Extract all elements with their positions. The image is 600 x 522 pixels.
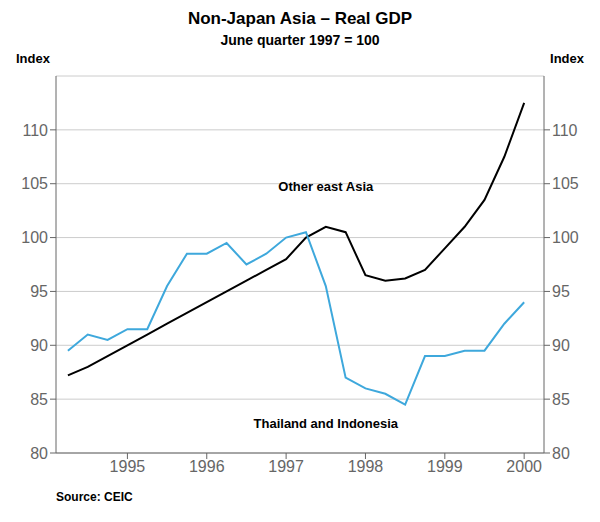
svg-text:80: 80	[552, 445, 570, 462]
svg-text:95: 95	[552, 283, 570, 300]
svg-text:95: 95	[30, 283, 48, 300]
svg-text:110: 110	[552, 122, 578, 139]
svg-text:100: 100	[552, 229, 579, 246]
svg-text:110: 110	[22, 122, 48, 139]
svg-text:100: 100	[21, 229, 48, 246]
svg-text:Thailand and Indonesia: Thailand and Indonesia	[254, 416, 399, 431]
html-text:June quarter 1997 = 100: June quarter 1997 = 100	[220, 32, 380, 48]
svg-text:105: 105	[21, 175, 48, 192]
html-text:Source: CEIC: Source: CEIC	[56, 490, 133, 504]
html-text:Non-Japan Asia – Real GDP: Non-Japan Asia – Real GDP	[187, 9, 413, 28]
html-text:Index: Index	[16, 51, 50, 66]
svg-text:1996: 1996	[189, 458, 225, 475]
svg-text:1999: 1999	[427, 458, 463, 475]
svg-text:105: 105	[552, 175, 579, 192]
svg-text:2000: 2000	[506, 458, 542, 475]
svg-text:1995: 1995	[110, 458, 146, 475]
svg-text:85: 85	[30, 391, 48, 408]
svg-text:1997: 1997	[268, 458, 304, 475]
html-text:Index: Index	[550, 51, 584, 66]
svg-text:Other east Asia: Other east Asia	[278, 179, 374, 194]
svg-text:90: 90	[552, 337, 570, 354]
svg-text:90: 90	[30, 337, 48, 354]
svg-text:85: 85	[552, 391, 570, 408]
svg-text:80: 80	[30, 445, 48, 462]
svg-text:1998: 1998	[348, 458, 384, 475]
